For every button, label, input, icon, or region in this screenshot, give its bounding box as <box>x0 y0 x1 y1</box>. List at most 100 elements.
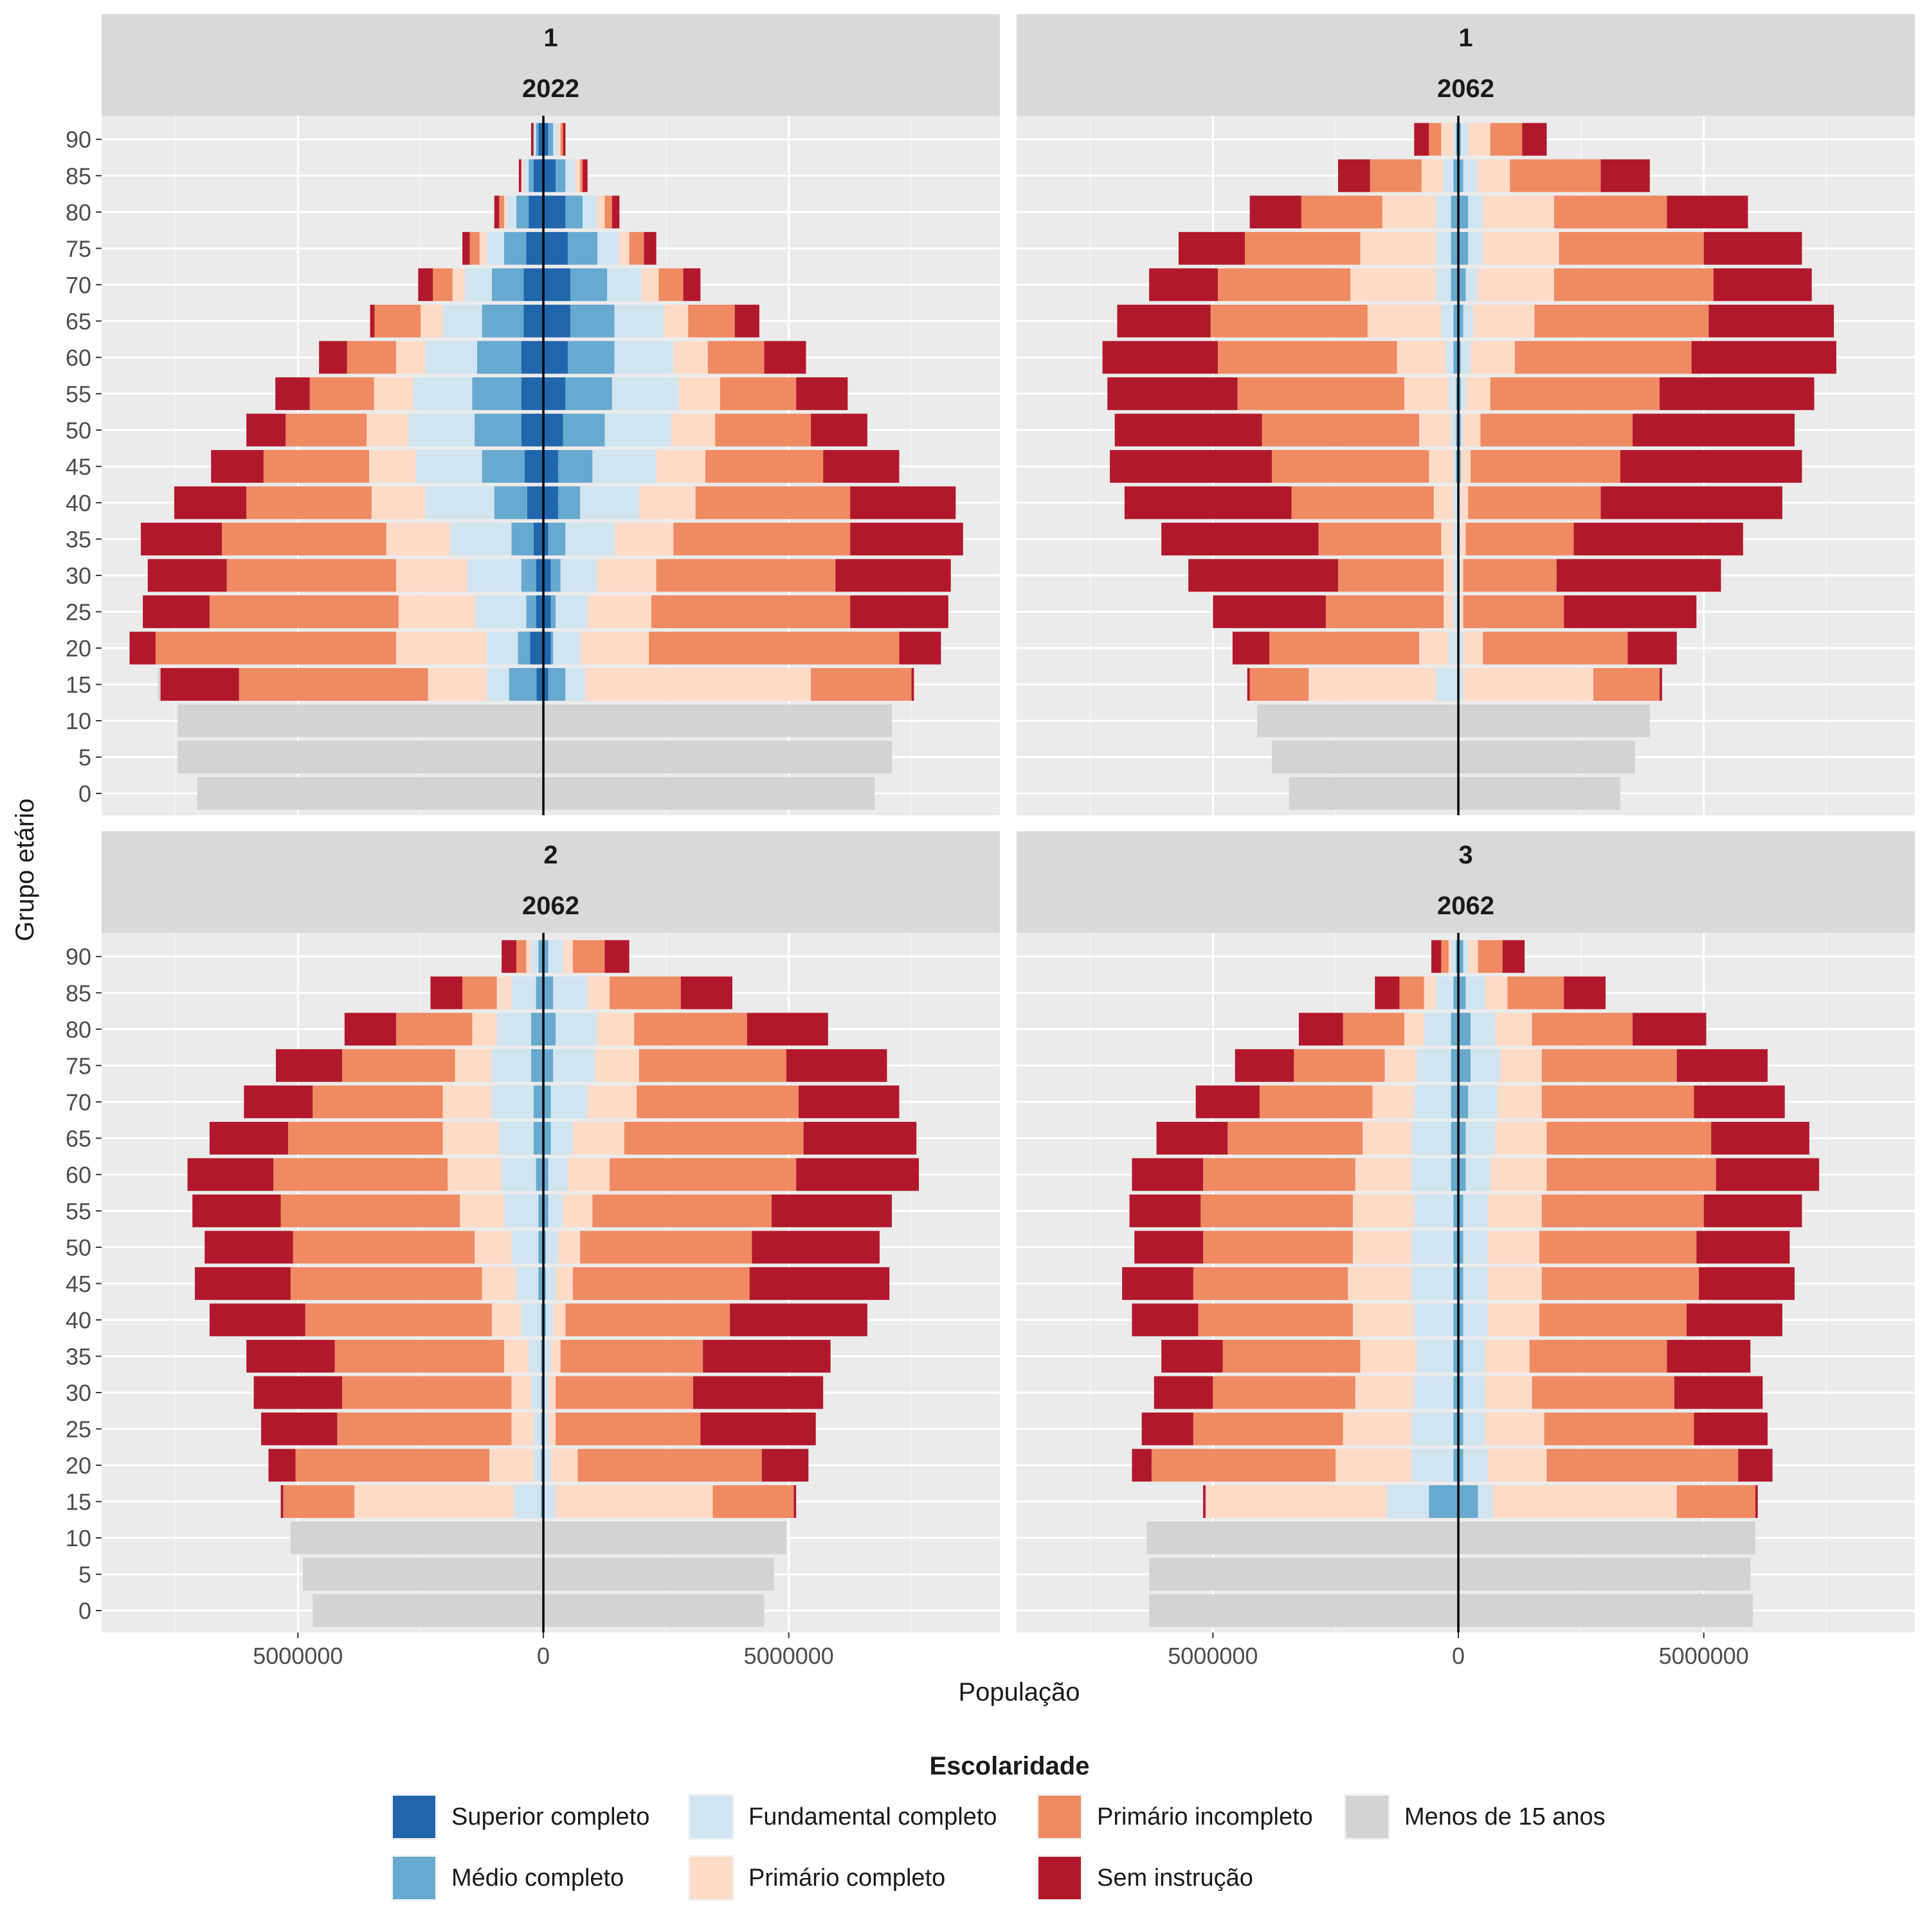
bar-segment <box>1436 231 1451 265</box>
bar-segment <box>580 486 639 519</box>
bar-segment <box>730 1303 867 1337</box>
bar-segment <box>543 976 554 1009</box>
bar-segment <box>268 1449 296 1482</box>
bar-segment <box>1222 1340 1361 1373</box>
bar-segment <box>680 976 732 1009</box>
legend-item: Menos de 15 anos <box>1344 1794 1606 1840</box>
bar-segment <box>1463 668 1593 701</box>
bar-segment <box>448 1158 502 1191</box>
bar-segment <box>1458 1231 1463 1264</box>
bar-segment <box>1458 704 1650 737</box>
bar-segment <box>1458 304 1463 338</box>
bar-segment <box>1593 668 1660 701</box>
legend-title: Escolaridade <box>929 1752 1089 1780</box>
y-axis-title: Grupo etário <box>11 799 39 941</box>
bar-segment <box>580 631 649 665</box>
bar-segment <box>911 668 914 701</box>
facet-strip <box>102 831 1000 933</box>
bar-segment <box>1458 341 1461 374</box>
bar-segment <box>1200 1194 1353 1227</box>
bar-segment <box>1458 1594 1753 1627</box>
bar-segment <box>1363 1121 1412 1155</box>
bar-segment <box>1141 1413 1193 1445</box>
legend-key-swatch <box>1346 1796 1388 1838</box>
bar-segment <box>707 341 765 374</box>
bar-segment <box>1507 976 1564 1009</box>
bar-segment <box>1458 668 1463 701</box>
bar-segment <box>1203 1158 1355 1191</box>
bar-segment <box>1514 341 1692 374</box>
bar-segment <box>1458 268 1466 302</box>
bar-segment <box>526 940 531 973</box>
bar-segment <box>1102 341 1218 374</box>
bar-segment <box>1338 559 1444 592</box>
bar-segment <box>1445 341 1454 374</box>
bar-segment <box>1259 1085 1373 1119</box>
bar-segment <box>1451 268 1459 302</box>
bar-segment <box>1539 1231 1697 1264</box>
bar-segment <box>543 1340 551 1373</box>
bar-segment <box>553 1049 595 1082</box>
bar-segment <box>1411 1413 1454 1445</box>
bar-segment <box>1667 195 1748 229</box>
bar-segment <box>475 413 521 447</box>
bar-segment <box>545 1303 554 1337</box>
bar-segment <box>637 1085 799 1119</box>
bar-segment <box>344 1013 397 1046</box>
bar-segment <box>543 1267 546 1300</box>
bar-segment <box>1463 1303 1488 1337</box>
bar-segment <box>1414 1194 1454 1227</box>
bar-segment <box>506 195 517 229</box>
bar-segment <box>543 668 548 701</box>
bar-segment <box>209 1303 305 1337</box>
bar-segment <box>1151 1449 1336 1482</box>
bar-segment <box>583 195 598 229</box>
bar-segment <box>1257 704 1459 737</box>
bar-segment <box>1667 1340 1751 1373</box>
bar-segment <box>556 159 566 192</box>
bar-segment <box>580 159 583 192</box>
bar-segment <box>1738 1449 1773 1482</box>
bar-segment <box>543 1085 551 1119</box>
legend-label: Sem instrução <box>1097 1864 1253 1891</box>
legend-label: Primário incompleto <box>1097 1803 1313 1830</box>
bar-segment <box>428 668 487 701</box>
bar-segment <box>543 777 875 810</box>
bar-segment <box>543 377 566 410</box>
bar-segment <box>1350 268 1436 302</box>
bar-segment <box>503 195 507 229</box>
bar-segment <box>302 1558 544 1591</box>
bar-segment <box>425 486 494 519</box>
y-tick-label: 10 <box>66 1525 91 1551</box>
bar-segment <box>673 341 708 374</box>
bar-segment <box>342 1049 455 1082</box>
bar-segment <box>1213 1376 1355 1409</box>
bar-segment <box>408 413 475 447</box>
bar-segment <box>607 268 642 302</box>
bar-segment <box>1465 1121 1496 1155</box>
bar-segment <box>1217 268 1351 302</box>
bar-segment <box>550 595 556 628</box>
bar-segment <box>143 595 210 628</box>
bar-segment <box>543 413 563 447</box>
bar-segment <box>1633 1013 1707 1046</box>
bar-segment <box>1124 486 1292 519</box>
bar-segment <box>1458 777 1620 810</box>
bar-segment <box>530 1049 544 1082</box>
bar-segment <box>1463 304 1473 338</box>
bar-segment <box>1448 377 1456 410</box>
bar-segment <box>1485 976 1508 1009</box>
bar-segment <box>1541 1194 1704 1227</box>
bar-segment <box>158 668 161 701</box>
bar-segment <box>749 1267 890 1300</box>
bar-segment <box>283 1485 355 1518</box>
bar-segment <box>425 341 477 374</box>
y-tick-label: 60 <box>66 345 91 371</box>
bar-segment <box>1465 976 1486 1009</box>
bar-segment <box>570 268 608 302</box>
bar-segment <box>533 523 544 555</box>
bar-segment <box>1417 1049 1451 1082</box>
bar-segment <box>536 595 544 628</box>
bar-segment <box>1441 123 1454 156</box>
bar-segment <box>1448 940 1451 973</box>
